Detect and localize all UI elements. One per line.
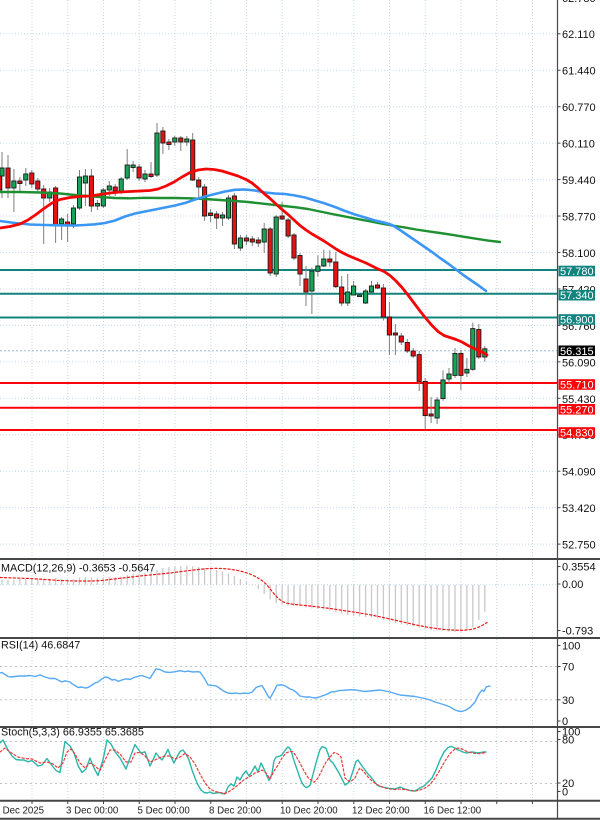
svg-text:61.440: 61.440 bbox=[562, 66, 596, 78]
svg-text:20: 20 bbox=[562, 778, 574, 790]
svg-text:80: 80 bbox=[562, 735, 574, 747]
svg-text:70: 70 bbox=[562, 662, 574, 674]
svg-text:30: 30 bbox=[562, 695, 574, 707]
svg-text:62.780: 62.780 bbox=[562, 0, 596, 5]
svg-text:0: 0 bbox=[562, 787, 568, 799]
svg-text:0.3554: 0.3554 bbox=[562, 562, 596, 574]
svg-text:55.710: 55.710 bbox=[560, 380, 594, 392]
svg-text:60.770: 60.770 bbox=[562, 102, 596, 114]
svg-text:3 Dec 00:00: 3 Dec 00:00 bbox=[66, 806, 119, 817]
svg-text:54.090: 54.090 bbox=[562, 467, 596, 479]
svg-text:56.090: 56.090 bbox=[562, 357, 596, 369]
svg-text:MACD(12,26,9) -0.3653 -0.5647: MACD(12,26,9) -0.3653 -0.5647 bbox=[1, 563, 155, 575]
svg-text:53.420: 53.420 bbox=[562, 503, 596, 515]
svg-text:8 Dec 20:00: 8 Dec 20:00 bbox=[209, 806, 262, 817]
svg-text:60.110: 60.110 bbox=[562, 139, 595, 151]
svg-text:57.340: 57.340 bbox=[560, 290, 594, 302]
svg-text:62.110: 62.110 bbox=[562, 29, 595, 41]
svg-text:16 Dec 12:00: 16 Dec 12:00 bbox=[424, 806, 482, 817]
svg-text:55.430: 55.430 bbox=[562, 394, 596, 406]
svg-text:52.750: 52.750 bbox=[562, 540, 596, 552]
svg-text:54.830: 54.830 bbox=[560, 428, 594, 440]
svg-text:RSI(14) 46.6847: RSI(14) 46.6847 bbox=[1, 640, 80, 652]
svg-text:56.900: 56.900 bbox=[560, 315, 594, 327]
svg-text:100: 100 bbox=[562, 727, 580, 739]
svg-text:100: 100 bbox=[562, 641, 580, 653]
svg-text:59.440: 59.440 bbox=[562, 175, 596, 187]
svg-text:1 Dec 2025: 1 Dec 2025 bbox=[0, 806, 44, 817]
svg-text:5 Dec 00:00: 5 Dec 00:00 bbox=[138, 806, 191, 817]
svg-text:0.00: 0.00 bbox=[562, 579, 583, 591]
svg-text:-0.793: -0.793 bbox=[562, 626, 593, 638]
svg-text:58.100: 58.100 bbox=[562, 248, 596, 260]
svg-text:12 Dec 20:00: 12 Dec 20:00 bbox=[352, 806, 410, 817]
svg-text:10 Dec 20:00: 10 Dec 20:00 bbox=[280, 806, 338, 817]
svg-text:55.270: 55.270 bbox=[560, 404, 594, 416]
svg-text:56.315: 56.315 bbox=[560, 346, 594, 358]
svg-text:57.780: 57.780 bbox=[560, 266, 594, 278]
svg-text:58.770: 58.770 bbox=[562, 212, 596, 224]
svg-text:0: 0 bbox=[562, 716, 568, 728]
svg-text:Stoch(5,3,3) 66.9355 65.3685: Stoch(5,3,3) 66.9355 65.3685 bbox=[1, 727, 144, 739]
